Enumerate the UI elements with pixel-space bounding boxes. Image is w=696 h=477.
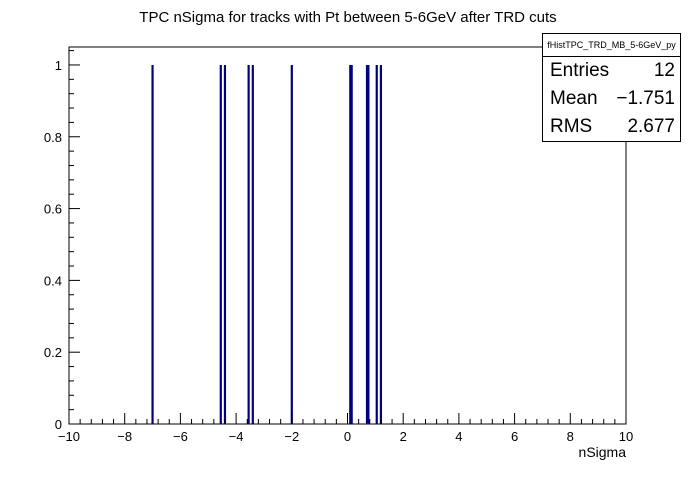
- stats-rms-value: 2.677: [627, 116, 675, 137]
- x-tick-label: 2: [400, 429, 407, 444]
- histogram-bars: [151, 64, 383, 424]
- x-tick-label: −10: [58, 429, 80, 444]
- x-axis: −10 −8 −6 −4 −2 0 2 4 6 8 10: [58, 413, 633, 444]
- x-tick-label: 4: [455, 429, 462, 444]
- stats-box: fHistTPC_TRD_MB_5-6GeV_py Entries 12 Mea…: [542, 33, 681, 142]
- chart-title: TPC nSigma for tracks with Pt between 5-…: [139, 9, 556, 26]
- x-tick-label: −8: [117, 429, 132, 444]
- stats-entries-label: Entries: [550, 60, 610, 81]
- y-tick-label: 0.2: [44, 345, 62, 360]
- x-tick-label: 6: [511, 429, 518, 444]
- stats-row-entries: Entries 12: [543, 57, 680, 85]
- stats-box-title: fHistTPC_TRD_MB_5-6GeV_py: [543, 34, 680, 57]
- x-tick-label: 8: [567, 429, 574, 444]
- y-axis: 0 0.2 0.4 0.6 0.8 1: [44, 50, 80, 432]
- x-tick-label: −6: [173, 429, 188, 444]
- y-tick-label: 0.6: [44, 202, 62, 217]
- stats-rms-label: RMS: [550, 116, 593, 137]
- x-tick-label: 10: [619, 429, 633, 444]
- y-tick-label: 0: [55, 417, 62, 432]
- x-axis-label: nSigma: [579, 444, 627, 460]
- x-tick-label: 0: [344, 429, 351, 444]
- stats-mean-label: Mean: [550, 88, 598, 109]
- stats-row-rms: RMS 2.677: [543, 113, 680, 141]
- x-tick-label: −4: [229, 429, 244, 444]
- x-tick-label: −2: [284, 429, 299, 444]
- y-tick-label: 1: [55, 58, 62, 73]
- y-tick-label: 0.8: [44, 130, 62, 145]
- y-tick-label: 0.4: [44, 273, 62, 288]
- stats-mean-value: −1.751: [616, 88, 675, 109]
- stats-entries-value: 12: [653, 60, 675, 81]
- stats-row-mean: Mean −1.751: [543, 85, 680, 113]
